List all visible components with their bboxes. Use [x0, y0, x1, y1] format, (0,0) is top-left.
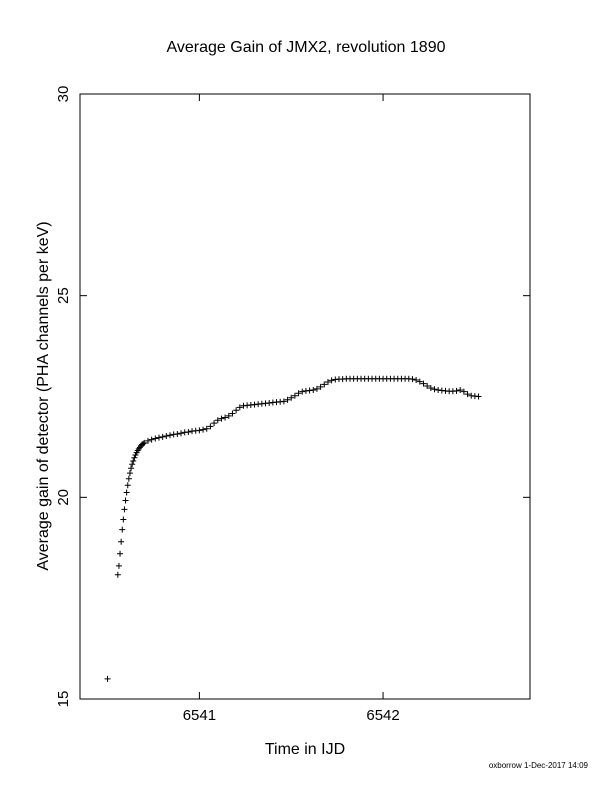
data-point — [203, 425, 210, 432]
x-tick-label: 6541 — [183, 707, 216, 724]
data-point — [427, 385, 434, 392]
data-point — [214, 417, 221, 424]
data-point — [431, 386, 438, 393]
y-axis-label: Average gain of detector (PHA channels p… — [35, 221, 52, 570]
data-point — [236, 404, 243, 411]
data-point — [475, 393, 482, 400]
data-point — [420, 380, 427, 387]
data-point — [163, 433, 170, 440]
data-point — [313, 385, 320, 392]
data-point — [328, 377, 335, 384]
data-point — [155, 434, 162, 441]
data-points — [104, 375, 482, 682]
data-point — [196, 427, 203, 434]
data-point — [121, 506, 128, 513]
data-point — [233, 407, 240, 414]
data-point — [117, 550, 124, 557]
data-point — [125, 475, 132, 482]
data-point — [324, 378, 331, 385]
x-axis-label: Time in IJD — [265, 741, 345, 758]
data-point — [115, 562, 122, 569]
footer-stamp: oxborrow 1-Dec-2017 14:09 — [489, 761, 589, 770]
data-point — [416, 378, 423, 385]
data-point — [284, 396, 291, 403]
data-point — [178, 430, 185, 437]
plot-frame — [79, 93, 531, 700]
tick-labels: 6541 6542 15 20 25 30 — [55, 86, 400, 724]
y-tick-label: 25 — [55, 287, 72, 304]
data-point — [114, 571, 121, 578]
data-point — [225, 412, 232, 419]
data-point — [211, 420, 218, 427]
tick-marks — [80, 94, 530, 699]
y-tick-label: 30 — [55, 86, 72, 103]
data-point — [460, 388, 467, 395]
data-point — [126, 470, 133, 477]
data-point — [119, 526, 126, 533]
chart-title: Average Gain of JMX2, revolution 1890 — [167, 39, 446, 56]
data-point — [424, 383, 431, 390]
data-point — [120, 516, 127, 523]
data-point — [299, 388, 306, 395]
data-point — [174, 431, 181, 438]
data-point — [129, 461, 136, 468]
data-point — [141, 439, 148, 446]
data-point — [317, 383, 324, 390]
data-point — [310, 387, 317, 394]
data-point — [118, 538, 125, 545]
data-point — [295, 390, 302, 397]
data-point — [159, 433, 166, 440]
data-point — [453, 387, 460, 394]
data-point — [218, 415, 225, 422]
data-point — [104, 675, 111, 682]
data-point — [457, 387, 464, 394]
data-point — [464, 391, 471, 398]
data-point — [280, 398, 287, 405]
data-point — [144, 437, 151, 444]
data-point — [185, 428, 192, 435]
data-point — [167, 432, 173, 439]
data-point — [413, 376, 420, 383]
data-point — [222, 414, 229, 421]
data-point — [124, 482, 131, 489]
data-point — [229, 410, 236, 417]
data-point — [321, 381, 328, 388]
y-tick-label: 20 — [55, 489, 72, 506]
data-point — [123, 489, 130, 496]
data-point — [128, 465, 135, 472]
data-point — [152, 435, 159, 442]
x-tick-label: 6542 — [366, 707, 399, 724]
data-point — [130, 458, 137, 465]
data-point — [200, 426, 207, 433]
data-point — [148, 436, 155, 443]
data-point — [140, 440, 147, 447]
data-point — [122, 497, 129, 504]
data-point — [131, 454, 138, 461]
data-point — [207, 423, 214, 430]
y-tick-label: 15 — [55, 691, 72, 708]
data-point — [291, 392, 298, 399]
data-point — [288, 394, 295, 401]
data-point — [409, 376, 416, 383]
